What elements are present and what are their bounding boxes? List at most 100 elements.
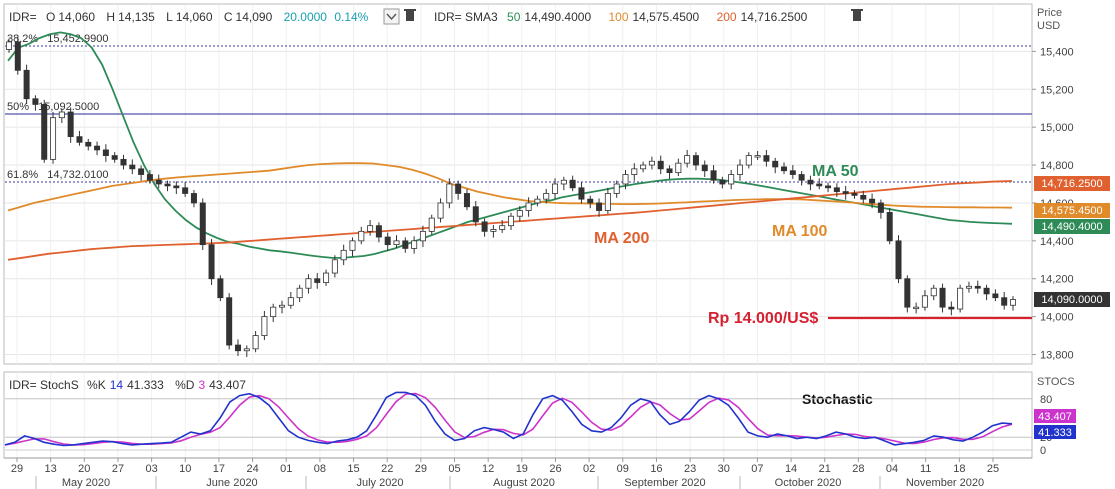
candle	[666, 165, 673, 179]
candle-body	[807, 179, 814, 185]
x-month-label: May 2020	[62, 477, 110, 489]
candle-body	[648, 160, 655, 166]
candle-body	[252, 335, 259, 350]
candle-body	[745, 155, 752, 166]
candle-body	[323, 272, 330, 283]
candle	[411, 236, 418, 254]
candle	[138, 165, 145, 181]
delete-ma-button[interactable]	[851, 9, 863, 21]
stochastic-panel	[3, 371, 1033, 459]
x-day-label: 28	[852, 463, 864, 475]
stoch-tick-label: 0	[1040, 445, 1046, 457]
candle	[446, 178, 453, 209]
candle-body	[666, 168, 673, 174]
candle-body	[208, 244, 215, 280]
candle	[613, 180, 620, 198]
price-tick-label: 14,200	[1040, 274, 1074, 286]
candle-body	[534, 198, 541, 204]
candle-body	[719, 179, 726, 185]
candle-body	[772, 160, 779, 168]
candle-body	[622, 174, 629, 185]
candle	[463, 188, 470, 211]
candle-body	[913, 306, 920, 310]
candle-body	[41, 104, 48, 160]
candle	[578, 182, 585, 204]
candle	[375, 222, 382, 243]
candle	[569, 175, 576, 192]
x-day-label: 30	[718, 463, 730, 475]
svg-text:14,575.4500: 14,575.4500	[1041, 205, 1102, 217]
candle	[102, 144, 109, 162]
candle	[6, 38, 12, 53]
svg-text:14,716.2500: 14,716.2500	[1041, 178, 1102, 190]
candle	[1010, 296, 1017, 311]
dropdown-button[interactable]	[383, 8, 400, 25]
candle	[631, 163, 638, 181]
x-day-label: 07	[751, 463, 763, 475]
candle-body	[270, 306, 277, 318]
candle-body	[314, 278, 321, 283]
ma200-annotation: MA 200	[594, 230, 650, 247]
candle-body	[992, 293, 999, 299]
candle-body	[904, 278, 911, 308]
candle	[41, 99, 48, 163]
candle-body	[164, 183, 171, 187]
candle	[807, 175, 814, 191]
candle	[745, 152, 752, 169]
candle-body	[217, 278, 224, 299]
candle-body	[32, 98, 39, 105]
delete-ohlc-button[interactable]	[404, 9, 416, 21]
ma200-price-tag: 14,716.2500	[1034, 176, 1110, 191]
x-day-label: 05	[448, 463, 460, 475]
candle	[913, 302, 920, 314]
x-day-label: 10	[179, 463, 191, 475]
candle	[32, 95, 39, 111]
candle	[842, 185, 849, 200]
candle	[208, 238, 215, 285]
candle-body	[781, 166, 788, 172]
candle	[736, 159, 743, 181]
candle	[992, 289, 999, 302]
candle-body	[816, 183, 823, 187]
price-tick-label: 14,000	[1040, 312, 1074, 324]
support-annotation: Rp 14.000/US$	[708, 310, 818, 327]
candle-body	[120, 158, 127, 166]
candle	[965, 281, 972, 293]
candle	[825, 182, 832, 193]
candle	[199, 198, 206, 250]
candle-body	[684, 155, 691, 164]
stoch-k-line	[4, 391, 1013, 447]
candle	[877, 199, 884, 219]
price-tick-label: 15,400	[1040, 46, 1074, 58]
candle	[155, 174, 162, 189]
candle	[358, 226, 365, 245]
candle	[331, 255, 338, 278]
x-day-label: 08	[314, 463, 326, 475]
candle-body	[375, 225, 382, 238]
price-panel	[3, 3, 1033, 365]
x-month-label: July 2020	[356, 477, 403, 489]
candle-body	[543, 193, 550, 200]
candle-body	[111, 155, 118, 160]
candle-body	[402, 240, 409, 249]
x-day-label: 01	[280, 463, 292, 475]
candle-body	[798, 174, 805, 181]
candle-body	[182, 187, 189, 194]
candle-body	[287, 297, 294, 306]
candle	[173, 181, 180, 195]
x-day-label: 27	[112, 463, 124, 475]
candle	[314, 273, 321, 289]
candle	[772, 157, 779, 174]
x-day-label: 22	[381, 463, 393, 475]
stoch-k-tag: 41.333	[1034, 425, 1076, 439]
x-day-label: 09	[617, 463, 629, 475]
candle-body	[860, 194, 867, 200]
candle	[234, 339, 241, 357]
candle-body	[463, 193, 470, 208]
candle-body	[957, 287, 964, 310]
candle-body	[234, 344, 241, 352]
candle-body	[190, 193, 197, 204]
candle-body	[604, 193, 611, 211]
candle-body	[481, 221, 488, 232]
candle-body	[58, 111, 65, 119]
